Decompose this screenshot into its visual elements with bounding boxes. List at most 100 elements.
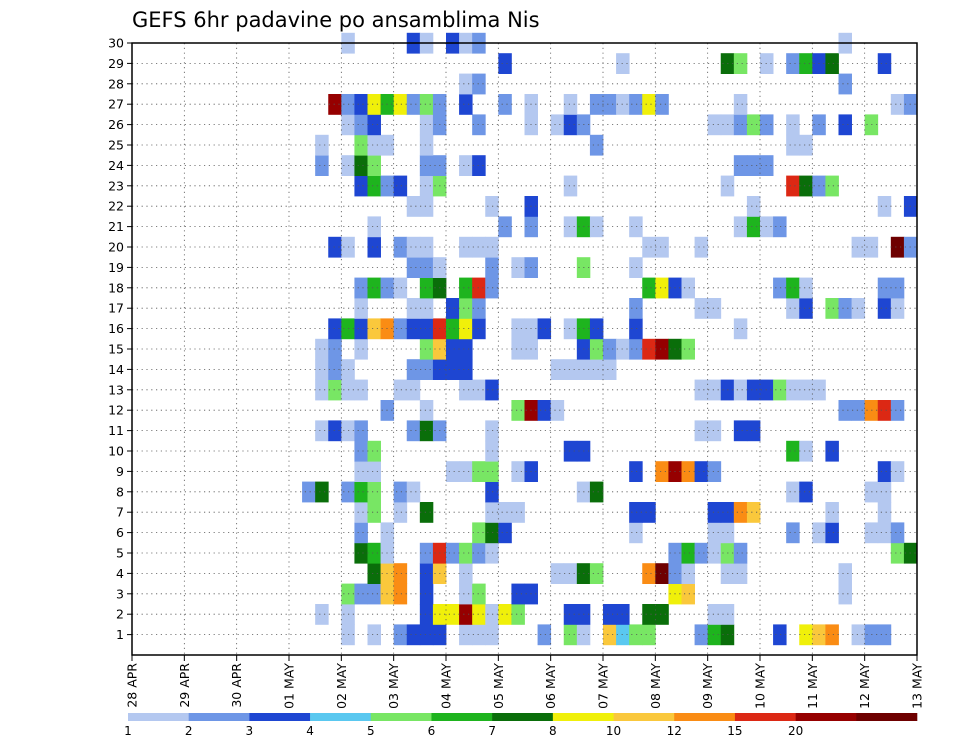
heatmap-cell [642, 94, 656, 115]
heatmap-cell [786, 298, 800, 319]
colorbar-label: 12 [667, 724, 682, 738]
y-tick-label: 19 [108, 260, 124, 275]
heatmap-cell [642, 604, 656, 625]
heatmap-cell [825, 502, 839, 523]
colorbar-label: 8 [549, 724, 557, 738]
heatmap-cell [733, 542, 748, 564]
heatmap-cell [485, 379, 499, 401]
heatmap-cell [786, 522, 800, 544]
heatmap-cell [786, 175, 800, 197]
heatmap-cell [890, 400, 905, 421]
heatmap-cell [419, 604, 434, 625]
x-tick-label: 13 MAY [910, 663, 925, 709]
heatmap-cell [354, 420, 368, 442]
heatmap-cell [799, 134, 813, 156]
heatmap-cell [681, 542, 695, 564]
heatmap-cell [655, 338, 669, 360]
heatmap-cell [393, 236, 408, 258]
heatmap-cell [485, 420, 499, 442]
heatmap-cell [550, 563, 565, 584]
heatmap-cell [603, 604, 617, 625]
heatmap-cell [459, 379, 473, 401]
heatmap-cell [877, 53, 892, 74]
colorbar-label: 1 [124, 724, 132, 738]
heatmap-cell [838, 400, 852, 421]
colorbar-label: 5 [367, 724, 375, 738]
colorbar-swatch [370, 713, 432, 721]
heatmap-cell [786, 53, 800, 74]
y-tick-label: 9 [116, 464, 124, 479]
heatmap-cell [393, 318, 408, 340]
heatmap-cell [655, 563, 669, 584]
heatmap-cell [825, 298, 839, 319]
y-tick-label: 10 [108, 444, 124, 459]
heatmap-cell [419, 134, 434, 156]
y-tick-label: 3 [116, 586, 124, 601]
heatmap-cell [642, 502, 656, 523]
colorbar-swatch [310, 713, 372, 721]
heatmap-cell [315, 134, 329, 156]
heatmap-cell [472, 236, 486, 258]
heatmap-cell [799, 53, 813, 74]
x-tick-label: 04 MAY [439, 663, 454, 709]
heatmap-cell [589, 318, 604, 340]
heatmap-cell [563, 216, 578, 238]
y-tick-label: 8 [116, 484, 124, 499]
heatmap-cell [642, 236, 656, 258]
heatmap-cell [642, 624, 656, 646]
heatmap-cell [472, 583, 486, 605]
heatmap-cell [707, 624, 722, 646]
heatmap-cell [315, 155, 329, 176]
heatmap-cell [799, 481, 813, 503]
heatmap-cell [354, 155, 368, 176]
heatmap-cell [877, 461, 892, 482]
y-tick-label: 12 [108, 403, 124, 418]
heatmap-cell [354, 318, 368, 340]
heatmap-cell [563, 563, 578, 584]
heatmap-cell [328, 318, 342, 340]
heatmap-cell [838, 73, 852, 95]
y-tick-label: 27 [108, 97, 124, 112]
y-tick-label: 16 [108, 321, 124, 336]
x-tick-label: 09 MAY [700, 663, 715, 709]
heatmap-cell [877, 298, 892, 319]
colorbar-swatch [249, 713, 311, 721]
heatmap-cell [681, 338, 695, 360]
heatmap-cell [655, 461, 669, 482]
heatmap-cell [877, 400, 892, 421]
x-tick-label: 01 MAY [282, 663, 297, 709]
heatmap-cell [328, 236, 342, 258]
heatmap-cell [681, 583, 695, 605]
heatmap-cell [485, 236, 499, 258]
heatmap-cell [629, 502, 643, 523]
heatmap-cell [642, 338, 656, 360]
y-tick-label: 15 [108, 342, 124, 357]
heatmap-cell [367, 542, 381, 564]
heatmap-cell [354, 298, 368, 319]
heatmap-cell [367, 155, 381, 176]
colorbar-label: 7 [488, 724, 496, 738]
heatmap-cell [589, 359, 604, 380]
colorbar-swatch [674, 713, 736, 721]
heatmap-cell [563, 318, 578, 340]
heatmap-cell [786, 379, 800, 401]
heatmap-cell [406, 379, 421, 401]
colorbar-label: 15 [727, 724, 742, 738]
x-tick-label: 08 MAY [648, 663, 663, 709]
y-tick-label: 22 [108, 199, 124, 214]
heatmap-cell [838, 298, 852, 319]
heatmap-cell [419, 277, 434, 299]
y-tick-label: 30 [108, 36, 124, 51]
heatmap-cell [733, 53, 748, 74]
heatmap-cell [707, 420, 722, 442]
heatmap-cell [485, 481, 499, 503]
heatmap-cell [629, 338, 643, 360]
heatmap-cell [629, 216, 643, 238]
x-tick-label: 07 MAY [596, 663, 611, 709]
heatmap-cell [472, 379, 486, 401]
heatmap-cell [603, 94, 617, 115]
heatmap-cell [707, 522, 722, 544]
x-tick-label: 05 MAY [491, 663, 506, 709]
heatmap-cell [419, 257, 434, 278]
heatmap-cell [354, 542, 368, 564]
